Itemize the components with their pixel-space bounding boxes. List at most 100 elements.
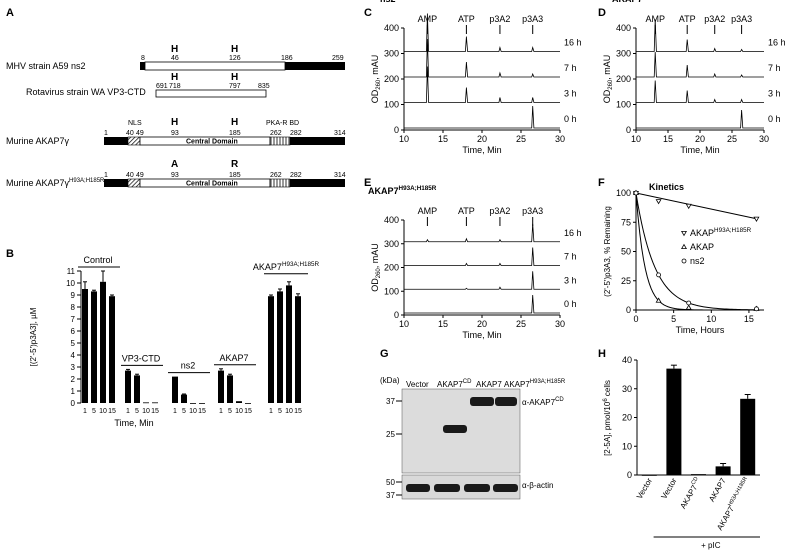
x-tick-label: 15: [151, 408, 159, 415]
y-axis-label-sub: 260: [376, 79, 382, 90]
peak-label: p3A2: [489, 14, 510, 24]
y-axis-label: OD260, mAU: [370, 243, 382, 292]
legend-marker: [681, 258, 687, 264]
data-point: [686, 300, 692, 306]
antibody-sup: CD: [555, 397, 564, 403]
trace-7h: [636, 51, 764, 78]
panel-letter-b: B: [6, 248, 14, 260]
y-tick-label: 0: [394, 310, 399, 320]
legend-label: AKAP: [690, 242, 714, 252]
num-label: 49: [136, 130, 144, 137]
y-axis-label: OD260, mAU: [370, 55, 382, 104]
row-label-sup: H93A;H185R: [69, 178, 105, 184]
category-label: Vector: [635, 476, 654, 500]
data-point: [656, 272, 661, 278]
peak-label: p3A2: [704, 14, 725, 24]
row-label-akap7-mutant: Murine AKAP7γH93A;H185R: [6, 178, 105, 188]
data-point: [753, 216, 760, 222]
nls-block: [127, 136, 141, 146]
y-axis-label-od: OD: [602, 89, 612, 103]
bar-2-1: [181, 394, 187, 403]
row-label-akap7: Murine AKAP7γ: [6, 136, 70, 146]
y-tick-label: 10: [622, 441, 632, 451]
trace-3h: [404, 66, 560, 103]
bar-2: [691, 474, 706, 475]
data-point: [633, 190, 639, 196]
y-tick-label: 0: [626, 125, 631, 135]
num-label: 314: [334, 172, 346, 179]
y-tick-label: 0: [626, 305, 631, 315]
num-label: 262: [270, 172, 282, 179]
chart-title: AKAP7H93A;H185R: [368, 185, 437, 196]
y-axis-label: (2'-5')p3A3, % Remaining: [603, 206, 612, 297]
bar-4-2: [286, 285, 292, 403]
x-tick-label: 10: [235, 408, 243, 415]
trace-label: 16 h: [564, 38, 582, 48]
y-tick-label: 300: [616, 49, 631, 59]
legend-label-main: AKAP: [690, 228, 714, 238]
legend-label-sup: H93A;H185R: [714, 227, 752, 234]
category-label: AKAP7CD: [678, 476, 704, 510]
category-label-main: Vector: [635, 476, 654, 500]
x-axis-label: Time, Min: [462, 330, 501, 340]
num-label: 8: [141, 55, 145, 62]
trace-label: 16 h: [768, 38, 786, 48]
motif-letter: H: [171, 117, 178, 128]
mut-nterm-block: [104, 179, 128, 187]
num-label: 40: [126, 172, 134, 179]
fit-curve-0: [635, 192, 757, 220]
trace-label: 3 h: [564, 89, 577, 99]
data-point: [655, 297, 662, 303]
y-tick-label: 0: [627, 470, 632, 480]
motif-num: 46: [171, 55, 179, 62]
x-tick-label: 15: [294, 408, 302, 415]
antibody-label-akap7: α-AKAP7CD: [522, 397, 564, 407]
category-label-sup: H93A;H185R: [727, 476, 749, 508]
trace-7h: [404, 38, 560, 78]
x-tick-label: 0: [633, 314, 638, 324]
x-tick-label: 10: [631, 134, 641, 144]
category-label-sup: CD: [691, 476, 700, 486]
num-label: 691: [156, 83, 168, 90]
y-tick-label: 3: [71, 363, 76, 372]
panel-letter-g: G: [380, 348, 389, 360]
num-label: 314: [334, 130, 346, 137]
x-tick-label: 15: [744, 314, 754, 324]
bar-2-3: [199, 403, 205, 404]
peak-label: ATP: [679, 14, 696, 24]
legend-label-main: ns2: [690, 256, 705, 266]
mw-marker: 25: [386, 430, 395, 439]
legend-label: AKAPH93A;H185R: [690, 227, 752, 238]
motif-letter: H: [231, 117, 238, 128]
trace-16h: [636, 19, 764, 52]
y-tick-label: 200: [384, 263, 399, 273]
motif-letter: H: [231, 44, 238, 55]
x-tick-label: 10: [99, 408, 107, 415]
ns2-nterm-block: [140, 62, 145, 70]
x-tick-label: 1: [126, 408, 130, 415]
group-label: VP3-CTD: [122, 353, 161, 363]
x-tick-label: 15: [108, 408, 116, 415]
bar-1: [666, 368, 682, 475]
bar-0: [641, 475, 657, 476]
y-tick-label: 300: [384, 239, 399, 249]
antibody-main: α-AKAP7: [522, 398, 556, 407]
mw-marker: 37: [386, 397, 395, 406]
motif-letter: H: [171, 44, 178, 55]
bar-1-1: [134, 375, 140, 403]
bar-0-0: [82, 289, 88, 403]
group-label: AKAP7H93A;H185R: [253, 261, 320, 272]
category-label-main: AKAP7: [707, 476, 728, 503]
y-tick-label: 200: [616, 74, 631, 84]
y-axis-label: [(2'-5')p3A3], µM: [29, 307, 38, 366]
trace-label: 7 h: [768, 63, 781, 73]
panel-letter-f: F: [598, 177, 605, 189]
y-axis-label-end: cells: [603, 380, 612, 398]
chart-title: AKAP7: [612, 0, 643, 4]
group-label: AKAP7: [219, 353, 248, 363]
trace-16h: [404, 13, 560, 52]
motif-num: 93: [171, 172, 179, 179]
x-tick-label: 20: [477, 134, 487, 144]
y-axis-label-od: OD: [370, 278, 380, 292]
